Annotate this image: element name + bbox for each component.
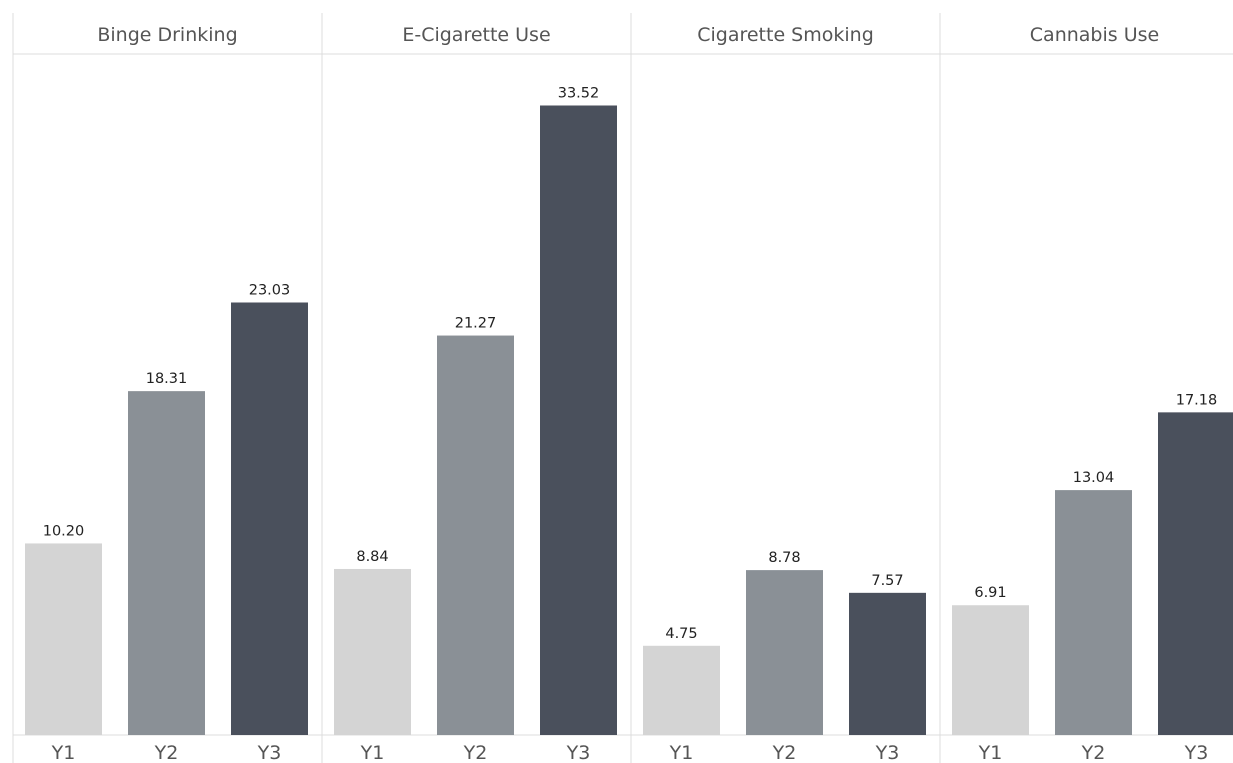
panel-title: Cannabis Use xyxy=(1030,24,1159,46)
bar xyxy=(1055,490,1132,735)
panel-title: Cigarette Smoking xyxy=(697,24,874,46)
data-label: 7.57 xyxy=(871,573,903,589)
bar xyxy=(437,335,514,735)
x-tick-label: Y1 xyxy=(669,742,694,763)
data-label: 4.75 xyxy=(665,626,697,642)
x-tick-label: Y3 xyxy=(566,742,591,763)
bar xyxy=(25,543,102,735)
x-tick-label: Y3 xyxy=(257,742,282,763)
x-tick-label: Y1 xyxy=(360,742,385,763)
bar xyxy=(334,568,411,735)
bar xyxy=(746,570,823,735)
data-label: 23.03 xyxy=(249,282,291,298)
x-tick-label: Y3 xyxy=(1184,742,1209,763)
x-tick-label: Y2 xyxy=(463,742,488,763)
x-tick-label: Y1 xyxy=(978,742,1003,763)
bar xyxy=(1158,412,1233,735)
x-tick-label: Y3 xyxy=(875,742,900,763)
data-label: 6.91 xyxy=(974,585,1006,601)
x-tick-label: Y2 xyxy=(772,742,797,763)
data-label: 21.27 xyxy=(455,316,497,332)
data-label: 8.84 xyxy=(356,549,388,565)
x-tick-label: Y2 xyxy=(1081,742,1106,763)
x-tick-label: Y2 xyxy=(154,742,179,763)
data-label: 17.18 xyxy=(1176,392,1218,408)
bar xyxy=(849,592,926,735)
data-label: 18.31 xyxy=(146,371,188,387)
data-label: 8.78 xyxy=(768,550,800,566)
bar xyxy=(231,302,308,735)
data-label: 13.04 xyxy=(1073,470,1115,486)
panel-title: Binge Drinking xyxy=(97,24,237,46)
data-label: 10.20 xyxy=(43,523,85,539)
bar xyxy=(128,391,205,735)
bar xyxy=(952,605,1029,735)
bar xyxy=(643,645,720,735)
x-tick-label: Y1 xyxy=(51,742,76,763)
panel-title: E-Cigarette Use xyxy=(402,24,550,46)
bar xyxy=(540,105,617,736)
data-label: 33.52 xyxy=(558,85,600,101)
